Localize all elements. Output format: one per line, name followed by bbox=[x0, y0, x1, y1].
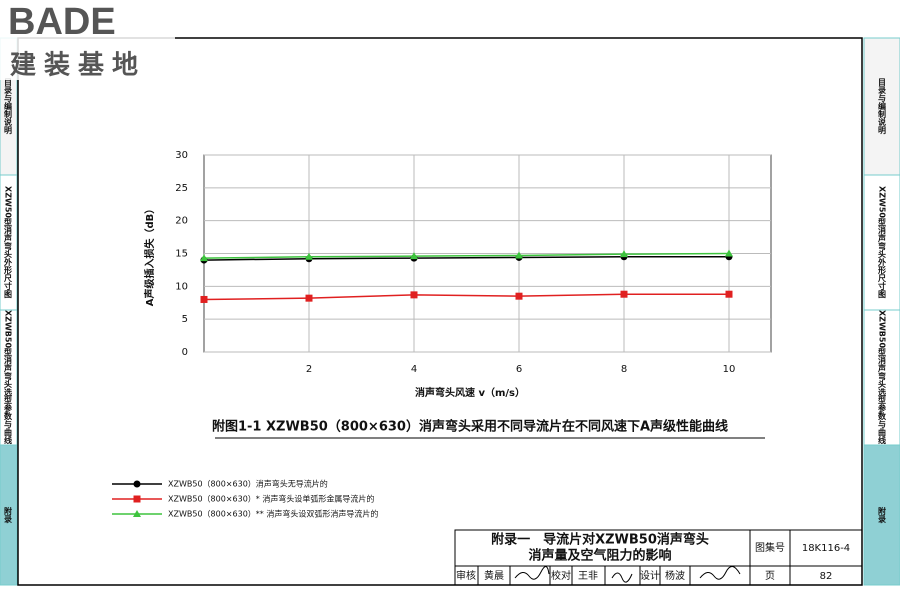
chart-title: 附图1-1 XZWB50（800×630）消声弯头采用不同导流片在不同风速下A声… bbox=[212, 419, 728, 435]
logo-bg bbox=[0, 0, 175, 80]
tb-value: 王非 bbox=[578, 570, 598, 582]
logo-tagline: 建装基地 bbox=[10, 51, 146, 81]
legend-marker bbox=[133, 495, 141, 503]
y-tick-label: 15 bbox=[175, 249, 188, 260]
tb-title: 附录一 导流片对XZWB50消声弯头 bbox=[491, 532, 709, 548]
point bbox=[200, 254, 208, 262]
tb-label: 页 bbox=[765, 570, 775, 582]
point bbox=[200, 295, 208, 303]
point bbox=[305, 252, 313, 260]
legend-label: XZWB50（800×630）* 消声弯头设单弧形金属导流片的 bbox=[168, 494, 374, 504]
tb-value: 18K116-4 bbox=[802, 543, 850, 554]
point bbox=[725, 290, 733, 298]
legend-label: XZWB50（800×630）消声弯头无导流片的 bbox=[168, 479, 328, 489]
signature bbox=[611, 572, 633, 583]
point bbox=[515, 251, 523, 259]
point bbox=[725, 249, 733, 257]
tab-label: 附录 bbox=[4, 506, 13, 524]
x-tick-label: 2 bbox=[306, 364, 312, 375]
tb-value: 82 bbox=[820, 571, 833, 582]
tb-title: 消声量及空气阻力的影响 bbox=[528, 548, 671, 564]
tab-label: XZW50型消声弯头外形尺寸图 bbox=[878, 186, 887, 299]
title-block: 附录一 导流片对XZWB50消声弯头 消声量及空气阻力的影响 图集号 18K11… bbox=[454, 529, 863, 586]
y-tick-label: 20 bbox=[175, 216, 188, 227]
logo-brand: BADE bbox=[8, 1, 116, 43]
tab-label: XZWB50型消声弯头选型参数与曲线 bbox=[3, 310, 13, 445]
x-tick-label: 10 bbox=[723, 364, 736, 375]
legend-marker bbox=[133, 480, 141, 488]
x-tick-label: 8 bbox=[621, 364, 627, 375]
tab-box bbox=[863, 309, 900, 446]
y-tick-label: 10 bbox=[175, 281, 188, 292]
tab-label: 目录与编制说明 bbox=[4, 78, 13, 135]
x-axis-label: 消声弯头风速 v（m/s） bbox=[415, 386, 525, 399]
point bbox=[620, 250, 628, 258]
y-tick-label: 30 bbox=[175, 150, 188, 161]
tab-box bbox=[0, 444, 18, 586]
right-tabs: 目录与编制说明 XZW50型消声弯头外形尺寸图 XZWB50型消声弯头选型参数与… bbox=[863, 37, 900, 586]
point bbox=[620, 290, 628, 298]
tb-label: 校对 bbox=[551, 569, 571, 582]
series-line bbox=[203, 252, 730, 259]
signature bbox=[699, 566, 741, 580]
tb-label: 设计 bbox=[640, 569, 660, 582]
point bbox=[305, 294, 313, 302]
y-axis-label: A声级插入损失（dB） bbox=[143, 204, 156, 307]
tb-label: 审核 bbox=[456, 569, 476, 582]
left-tabs: 目录与编制说明 XZW50型消声弯头外形尺寸图 XZWB50型消声弯头选型参数与… bbox=[0, 37, 18, 586]
tab-label: XZWB50型消声弯头选型参数与曲线 bbox=[877, 310, 887, 445]
y-tick-label: 25 bbox=[175, 183, 188, 194]
point bbox=[410, 252, 418, 260]
tb-label: 图集号 bbox=[755, 541, 785, 554]
tab-box bbox=[863, 444, 900, 586]
tab-label: 目录与编制说明 bbox=[878, 78, 887, 135]
legend-marker bbox=[133, 510, 141, 517]
signature bbox=[514, 566, 550, 580]
series-line bbox=[203, 256, 729, 261]
tb-box bbox=[454, 529, 863, 586]
series-line bbox=[203, 293, 729, 301]
tb-value: 杨波 bbox=[665, 569, 685, 582]
tab-label: XZW50型消声弯头外形尺寸图 bbox=[4, 186, 13, 299]
tab-label: 附录 bbox=[878, 506, 887, 524]
legend-label: XZWB50（800×630）** 消声弯头设双弧形消声导流片的 bbox=[168, 509, 378, 519]
x-tick-label: 4 bbox=[411, 364, 417, 375]
x-tick-label: 6 bbox=[516, 364, 522, 375]
y-tick-label: 5 bbox=[182, 314, 188, 325]
tb-value: 黄晨 bbox=[484, 569, 504, 582]
drawing-frame bbox=[17, 37, 863, 586]
y-tick-label: 0 bbox=[182, 347, 188, 358]
point bbox=[515, 292, 523, 300]
point bbox=[410, 291, 418, 299]
